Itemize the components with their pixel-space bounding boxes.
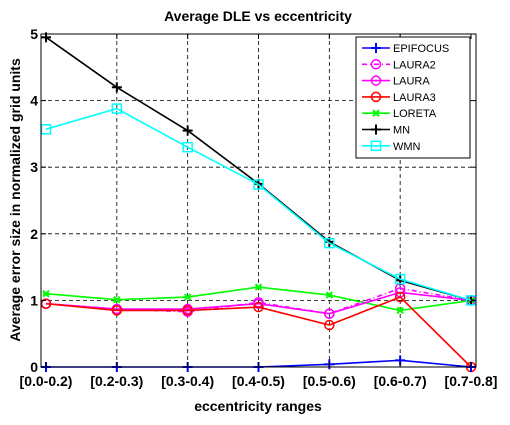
y-axis-label: Average error size in normalized grid un…	[7, 58, 23, 342]
y-tick-label: 1	[30, 292, 38, 308]
marker-circle	[370, 59, 382, 70]
marker-circle	[111, 305, 123, 316]
legend-item-laura2: LAURA2	[362, 59, 436, 71]
data-point	[182, 305, 193, 316]
marker-circle	[370, 75, 382, 86]
data-point	[370, 75, 382, 86]
x-tick-label: [0.2-0.3)	[90, 373, 143, 389]
marker-circle	[324, 308, 335, 319]
data-point	[370, 59, 382, 70]
series-loreta	[42, 283, 475, 315]
y-tick-label: 0	[30, 359, 38, 375]
marker-square	[182, 141, 193, 153]
x-tick-label: [0.5-0.6)	[303, 373, 356, 389]
data-point	[111, 103, 123, 114]
y-tick-label: 2	[30, 226, 38, 242]
data-point	[370, 140, 382, 152]
y-tick-label: 4	[30, 93, 38, 109]
x-tick-label: [0.7-0.8]	[445, 373, 498, 389]
legend-item-laura3: LAURA3	[362, 91, 436, 104]
grid	[41, 34, 476, 367]
legend-label: LAURA3	[393, 92, 436, 104]
legend-item-mn: MN	[362, 124, 410, 137]
marker-circle	[370, 91, 382, 103]
data-point	[111, 305, 123, 316]
marker-square	[394, 273, 406, 285]
series-line	[45, 296, 472, 368]
data-point	[254, 283, 263, 291]
x-axis-label: eccentricity ranges	[194, 398, 322, 414]
data-point	[113, 296, 121, 304]
data-point	[324, 308, 335, 319]
data-point	[182, 141, 193, 153]
data-point	[111, 82, 122, 93]
data-point	[324, 319, 335, 331]
marker-circle	[394, 291, 406, 303]
ticks: [0.0-0.2) [0.2-0.3) [0.3-0.4) [0.4-0.5) [0.5…	[20, 26, 498, 389]
data-point	[370, 91, 382, 103]
legend-item-loreta: LORETA	[362, 108, 437, 120]
data-point	[394, 273, 406, 285]
x-tick-label: [0.4-0.5)	[232, 373, 285, 389]
x-tick-label: [0.6-0.7)	[374, 373, 427, 389]
x-tick-label: [0.3-0.4)	[161, 373, 214, 389]
data-point	[42, 290, 50, 298]
legend-label: LAURA	[393, 76, 430, 88]
data-point	[372, 109, 380, 117]
data-point	[183, 293, 192, 301]
y-tick-label: 5	[30, 26, 38, 42]
marker-square	[111, 103, 123, 114]
legend-item-wmn: WMN	[362, 140, 421, 153]
x-tick-label: [0.0-0.2)	[20, 373, 73, 389]
data-point	[394, 291, 406, 303]
legend: EPIFOCUS LAURA2 LAURA LAURA3 LORETA MN WMN	[355, 36, 471, 159]
data-point	[371, 43, 381, 53]
data-point	[325, 291, 334, 299]
data-point	[253, 179, 264, 190]
marker-circle	[182, 305, 193, 316]
legend-item-laura: LAURA	[362, 75, 430, 88]
data-point	[253, 298, 264, 309]
legend-label: LORETA	[393, 108, 437, 120]
marker-circle	[253, 298, 264, 309]
data-point	[396, 306, 404, 315]
marker-square	[253, 179, 264, 190]
data-point	[371, 124, 381, 135]
legend-label: LAURA2	[393, 59, 436, 71]
data-point	[182, 125, 193, 136]
series-line	[45, 107, 472, 302]
data-point	[324, 237, 335, 249]
chart-title: Average DLE vs eccentricity	[164, 8, 352, 24]
marker-circle	[253, 301, 264, 313]
series-wmn	[40, 103, 477, 306]
marker-square	[324, 237, 335, 249]
legend-label: EPIFOCUS	[393, 43, 449, 55]
legend-label: WMN	[393, 141, 421, 153]
marker-square	[370, 140, 382, 152]
legend-item-epifocus: EPIFOCUS	[362, 43, 449, 55]
y-tick-label: 3	[30, 159, 38, 175]
data-point	[253, 301, 264, 313]
legend-label: MN	[393, 125, 410, 137]
marker-circle	[324, 319, 335, 331]
